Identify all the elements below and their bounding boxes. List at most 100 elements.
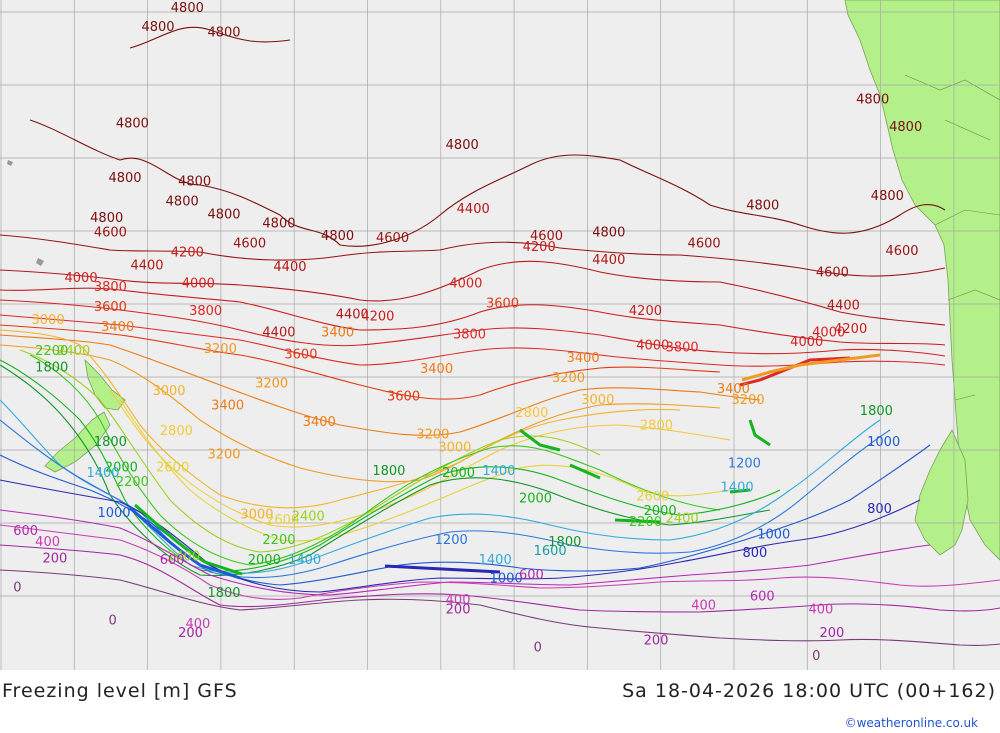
lat-lon-grid (0, 0, 1000, 670)
contour-3200 (0, 344, 721, 483)
contour-label: 4600 (885, 244, 918, 259)
chile-fjords-land (914, 429, 969, 556)
contour-label: 3200 (416, 428, 449, 443)
contour-label: 4800 (746, 198, 779, 213)
contour-label: 4400 (262, 326, 295, 341)
contour-label: 4800 (166, 195, 199, 210)
contour-label: 3800 (666, 340, 699, 355)
contour-1800 (0, 364, 771, 577)
contour-label: 3400 (321, 326, 354, 341)
contour-label: 1800 (372, 464, 405, 479)
contour-label: 2600 (266, 513, 299, 528)
contour-label: 3000 (438, 440, 471, 455)
contour-2000 (0, 359, 781, 572)
contour-label: 2400 (57, 344, 90, 359)
contour-label: 1000 (757, 528, 790, 543)
contour-label: 1000 (867, 435, 900, 450)
contour-label: 200 (819, 626, 844, 641)
contour-3000 (0, 329, 681, 509)
front-feature-east-3 (741, 353, 881, 382)
contour-label: 2400 (167, 550, 200, 565)
contour-label: 4000 (636, 338, 669, 353)
contour-label: 4400 (336, 308, 369, 323)
front-feature-east-1 (519, 428, 601, 480)
contour-label: 2800 (160, 424, 193, 439)
contour-label: 1000 (490, 571, 523, 586)
contour-label: 400 (691, 599, 716, 614)
contour-label: 1200 (435, 533, 468, 548)
contour-label: 400 (446, 593, 471, 608)
contour-label: 3800 (189, 304, 222, 319)
contour-label: 2600 (636, 490, 669, 505)
contour-label: 1800 (94, 435, 127, 450)
contour-label: 3800 (453, 328, 486, 343)
contour-label: 4800 (171, 1, 204, 16)
contour-label: 4600 (233, 237, 266, 252)
contour-2600 (119, 399, 731, 542)
contour-label: 3400 (303, 415, 336, 430)
contour-label: 600 (13, 524, 38, 539)
footer-bar (0, 670, 1000, 733)
contour-4000 (0, 299, 946, 357)
contour-label: 2200 (116, 475, 149, 490)
south-america-land (844, 0, 1000, 561)
contour-label: 4800 (592, 226, 625, 241)
contour-label: 4800 (207, 25, 240, 40)
front-feature-nz (129, 506, 241, 580)
credit-link[interactable]: ©weatheronline.co.uk (844, 716, 978, 730)
contour-label: 2000 (248, 553, 281, 568)
contour-label: 4800 (108, 171, 141, 186)
contour-label: 0 (812, 649, 820, 664)
contour-label: 600 (160, 553, 185, 568)
contour-label: 3200 (552, 371, 585, 386)
contour-label: 0 (13, 581, 21, 596)
contour-2800 (109, 389, 731, 528)
contour-label: 1800 (35, 360, 68, 375)
contour-label: 4800 (889, 120, 922, 135)
contour-label: 4800 (871, 189, 904, 204)
contour-label: 3200 (732, 393, 765, 408)
contour-label: 800 (867, 502, 892, 517)
contour-label: 4200 (361, 309, 394, 324)
contour-label: 3600 (94, 300, 127, 315)
contour-label: 1600 (534, 544, 567, 559)
contour-label: 2200 (262, 533, 295, 548)
contour-4600 (0, 234, 946, 277)
contour-label: 4400 (827, 298, 860, 313)
contour-label: 2400 (666, 511, 699, 526)
contour-label: 800 (743, 546, 768, 561)
contour-label: 1800 (548, 535, 581, 550)
contour-label: 4400 (130, 258, 163, 273)
contour-1200 (0, 419, 891, 579)
contour-label: 2000 (644, 504, 677, 519)
contour-label: 2400 (292, 510, 325, 525)
contour-label: 3400 (211, 399, 244, 414)
contour-label: 4000 (182, 277, 215, 292)
contour-3600 (0, 324, 721, 400)
contour-label: 4200 (834, 322, 867, 337)
contour-0 (0, 569, 1000, 646)
contour-label: 2800 (515, 406, 548, 421)
contour-label: 1400 (721, 480, 754, 495)
contour-label: 3600 (284, 348, 317, 363)
contour-label: 4800 (262, 217, 295, 232)
contour-label: 4800 (856, 93, 889, 108)
valid-time: Sa 18-04-2026 18:00 UTC (00+162) (622, 680, 996, 702)
contour-label: 4400 (592, 253, 625, 268)
contour-label: 4400 (273, 260, 306, 275)
contour-label: 400 (185, 617, 210, 632)
contour-label: 4000 (812, 326, 845, 341)
contour-label: 3200 (207, 448, 240, 463)
contour-label: 1800 (207, 586, 240, 601)
contour-label: 1800 (860, 404, 893, 419)
contour-label: 1400 (479, 553, 512, 568)
contour-label: 4600 (94, 226, 127, 241)
contour-label: 3000 (240, 508, 273, 523)
contour-label: 4400 (457, 202, 490, 217)
contour-label: 400 (35, 535, 60, 550)
front-feature-nz-green (134, 503, 243, 576)
contour-label: 4600 (688, 237, 721, 252)
contour-label: 4000 (65, 271, 98, 286)
contour-label: 4200 (523, 240, 556, 255)
